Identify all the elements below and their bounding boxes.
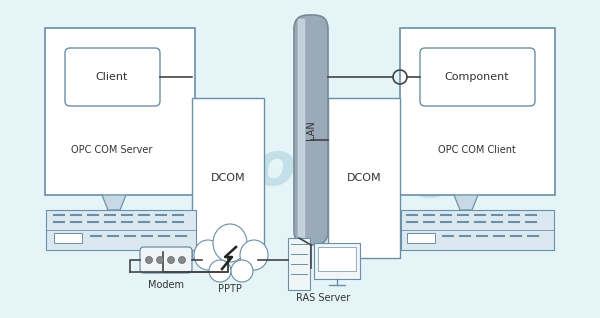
Polygon shape (454, 195, 478, 210)
Ellipse shape (240, 240, 268, 270)
Text: DCOM: DCOM (347, 173, 382, 183)
Circle shape (179, 257, 185, 264)
FancyBboxPatch shape (65, 48, 160, 106)
Text: LAN: LAN (306, 120, 316, 140)
Circle shape (167, 257, 175, 264)
Text: PPTP: PPTP (218, 284, 242, 294)
Bar (192, 98, 264, 258)
Text: Modem: Modem (148, 280, 184, 290)
Text: OPC COM Client: OPC COM Client (438, 145, 516, 155)
FancyBboxPatch shape (140, 247, 192, 273)
Ellipse shape (213, 224, 247, 262)
FancyBboxPatch shape (294, 15, 328, 245)
Bar (314, 243, 360, 279)
Text: Component: Component (445, 72, 509, 82)
Polygon shape (102, 195, 126, 210)
Ellipse shape (209, 260, 231, 282)
Text: DCOM: DCOM (211, 173, 245, 183)
Bar (54, 233, 82, 243)
Bar (318, 247, 356, 271)
Ellipse shape (194, 240, 222, 270)
FancyBboxPatch shape (420, 48, 535, 106)
Text: Client: Client (96, 72, 128, 82)
Circle shape (157, 257, 163, 264)
Text: optimized: optimized (61, 165, 170, 184)
Bar (288, 238, 310, 290)
Bar (45, 28, 195, 195)
Bar (407, 233, 435, 243)
Text: RAS Server: RAS Server (296, 293, 350, 303)
Circle shape (146, 257, 152, 264)
Bar (328, 98, 400, 258)
Text: OPC COM Server: OPC COM Server (71, 145, 152, 155)
Ellipse shape (231, 260, 253, 282)
Bar (46, 210, 196, 250)
Bar (400, 28, 555, 195)
Text: softing: softing (219, 139, 461, 197)
Bar (401, 210, 554, 250)
